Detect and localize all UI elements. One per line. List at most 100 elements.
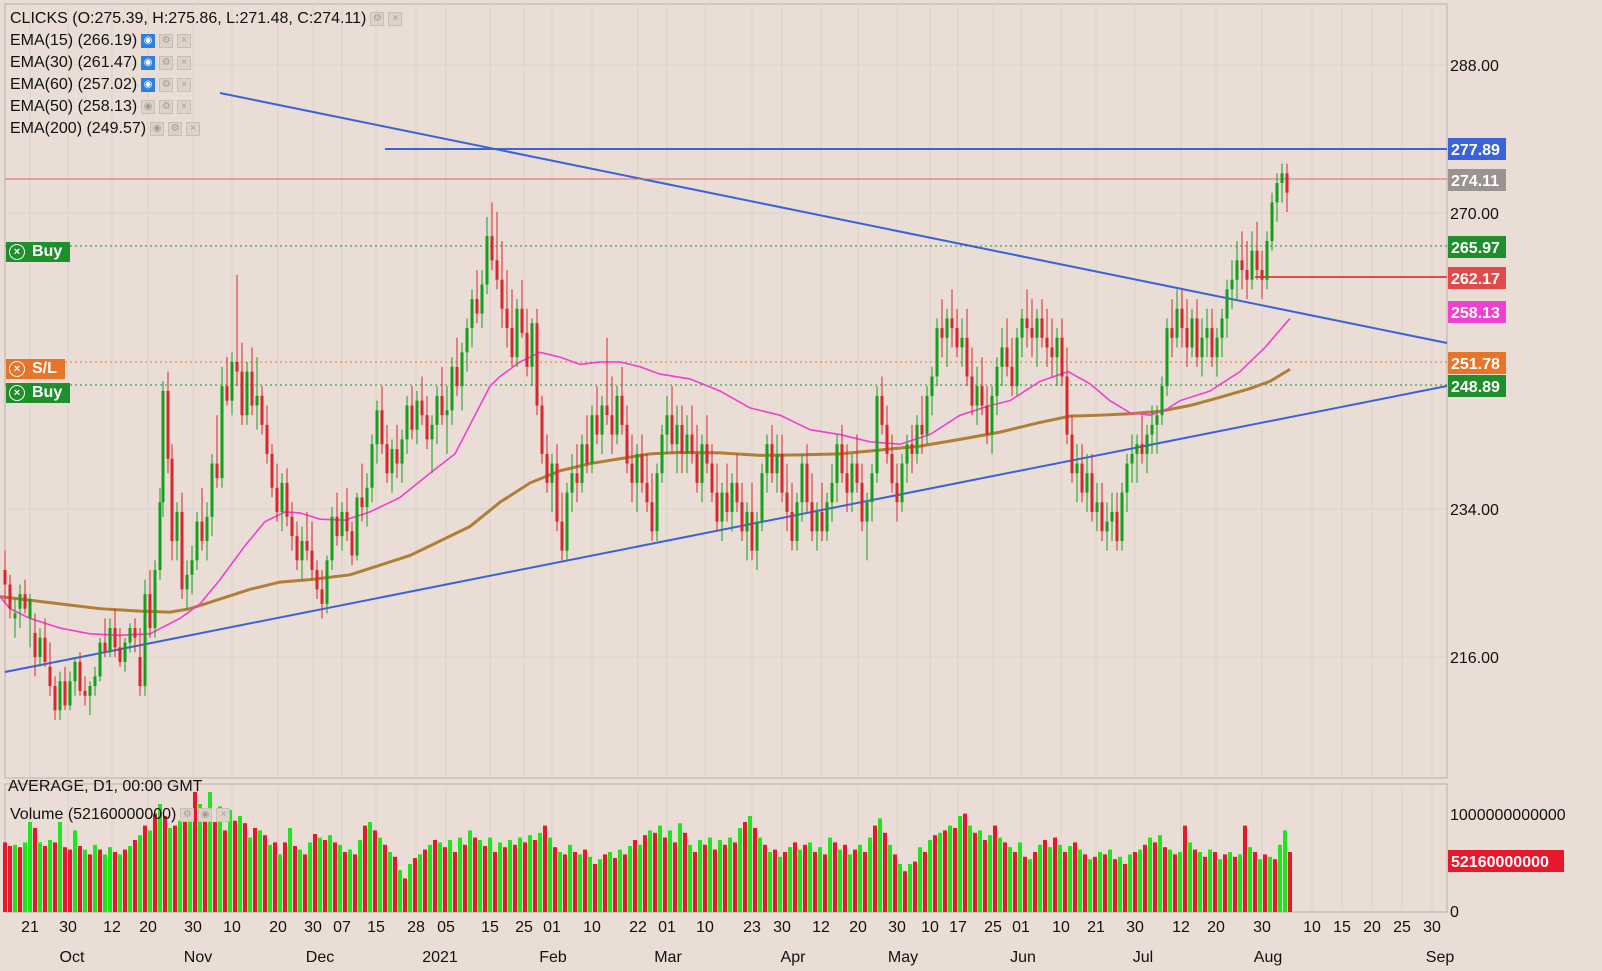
settings-icon[interactable]: ⚙ xyxy=(159,56,174,70)
close-icon[interactable]: × xyxy=(9,361,25,377)
volume-bar xyxy=(343,852,347,912)
candle-body xyxy=(745,511,749,532)
candle-body xyxy=(1095,502,1099,512)
volume-bar xyxy=(28,822,32,912)
volume-bar xyxy=(698,840,702,912)
close-icon[interactable]: × xyxy=(177,78,192,92)
ema-slow-line xyxy=(0,367,1291,614)
candle-body xyxy=(845,473,849,493)
settings-icon[interactable]: ⚙ xyxy=(159,78,174,92)
settings-icon[interactable]: ⚙ xyxy=(180,808,195,822)
candle-body xyxy=(1200,337,1204,358)
volume-bar xyxy=(928,840,932,912)
volume-bar xyxy=(623,854,627,912)
settings-icon[interactable]: ⚙ xyxy=(159,100,174,114)
volume-bar xyxy=(1203,856,1207,912)
candle-body xyxy=(575,473,579,483)
ema-legend-row: EMA(60) (257.02) ◉ ⚙ × xyxy=(10,74,402,96)
candle-body xyxy=(780,453,784,493)
eye-icon[interactable]: ◉ xyxy=(198,808,213,822)
candle-body xyxy=(470,299,474,329)
volume-bar xyxy=(1013,852,1017,912)
eye-icon[interactable]: ◉ xyxy=(141,34,156,48)
candle-body xyxy=(320,589,324,604)
candle-body xyxy=(495,260,499,280)
eye-icon[interactable]: ◉ xyxy=(141,56,156,70)
volume-bar xyxy=(1143,844,1147,912)
candle-body xyxy=(755,521,759,551)
eye-icon[interactable]: ◉ xyxy=(141,100,156,114)
volume-bar xyxy=(1008,847,1012,912)
candle-body xyxy=(915,424,919,454)
candlesticks xyxy=(3,163,1289,720)
candle-body xyxy=(860,482,864,522)
candle-body xyxy=(1010,366,1014,387)
candle-body xyxy=(290,516,294,537)
volume-bar xyxy=(388,852,392,912)
trendlines[interactable] xyxy=(4,92,1448,673)
eye-icon[interactable]: ◉ xyxy=(150,122,165,136)
candle-body xyxy=(68,681,72,706)
volume-bar xyxy=(338,844,342,912)
candle-body xyxy=(43,637,47,662)
close-icon[interactable]: × xyxy=(9,385,25,401)
ema-legend-text: EMA(200) (249.57) xyxy=(10,120,147,137)
close-icon[interactable]: × xyxy=(177,100,192,114)
volume-bar xyxy=(838,849,842,912)
candle-body xyxy=(1190,318,1194,348)
volume-bar xyxy=(1068,846,1072,912)
close-icon[interactable]: × xyxy=(177,56,192,70)
candle-body xyxy=(305,540,309,551)
volume-bar xyxy=(608,852,612,912)
settings-icon[interactable]: ⚙ xyxy=(168,122,183,136)
candle-body xyxy=(785,492,789,512)
buy-order-tag[interactable]: × Buy xyxy=(6,242,71,262)
x-tick-label: 23 xyxy=(743,919,761,936)
volume-bar xyxy=(8,846,12,912)
candle-body xyxy=(790,511,794,541)
volume-bar xyxy=(288,828,292,912)
volume-bar xyxy=(1218,859,1222,912)
eye-icon[interactable]: ◉ xyxy=(141,78,156,92)
candle-body xyxy=(810,502,814,532)
candle-body xyxy=(905,444,909,464)
candle-body xyxy=(775,453,779,474)
candle-body xyxy=(255,395,259,406)
candle-body xyxy=(935,328,939,377)
candle-body xyxy=(1135,444,1139,454)
volume-bar xyxy=(723,844,727,912)
candle-body xyxy=(560,521,564,551)
x-tick-label: 01 xyxy=(658,919,676,936)
settings-icon[interactable]: ⚙ xyxy=(370,12,385,26)
volume-bar xyxy=(503,847,507,912)
settings-icon[interactable]: ⚙ xyxy=(159,34,174,48)
candle-body xyxy=(225,386,229,401)
volume-bar xyxy=(1048,847,1052,912)
candle-body xyxy=(595,415,599,435)
buy-order-tag[interactable]: × Buy xyxy=(6,383,71,403)
volume-bar xyxy=(128,846,132,912)
volume-bar xyxy=(318,837,322,912)
volume-bar xyxy=(1208,849,1212,912)
volume-bar xyxy=(423,849,427,912)
candle-body xyxy=(900,463,904,503)
volume-bar xyxy=(383,844,387,912)
close-icon[interactable]: × xyxy=(9,244,25,260)
close-icon[interactable]: × xyxy=(177,34,192,48)
candle-body xyxy=(315,569,319,590)
volume-bar xyxy=(643,835,647,912)
volume-bar xyxy=(283,842,287,912)
volume-bar xyxy=(78,846,82,912)
volume-bar xyxy=(823,854,827,912)
close-icon[interactable]: × xyxy=(216,808,231,822)
candle-body xyxy=(205,516,209,541)
volume-bar xyxy=(653,832,657,912)
volume-bar xyxy=(1028,859,1032,912)
candle-body xyxy=(565,492,569,551)
stop-loss-tag[interactable]: × S/L xyxy=(6,359,65,379)
candle-body xyxy=(405,405,409,440)
close-icon[interactable]: × xyxy=(186,122,201,136)
close-icon[interactable]: × xyxy=(388,12,403,26)
buy-order-label: Buy xyxy=(32,384,63,401)
